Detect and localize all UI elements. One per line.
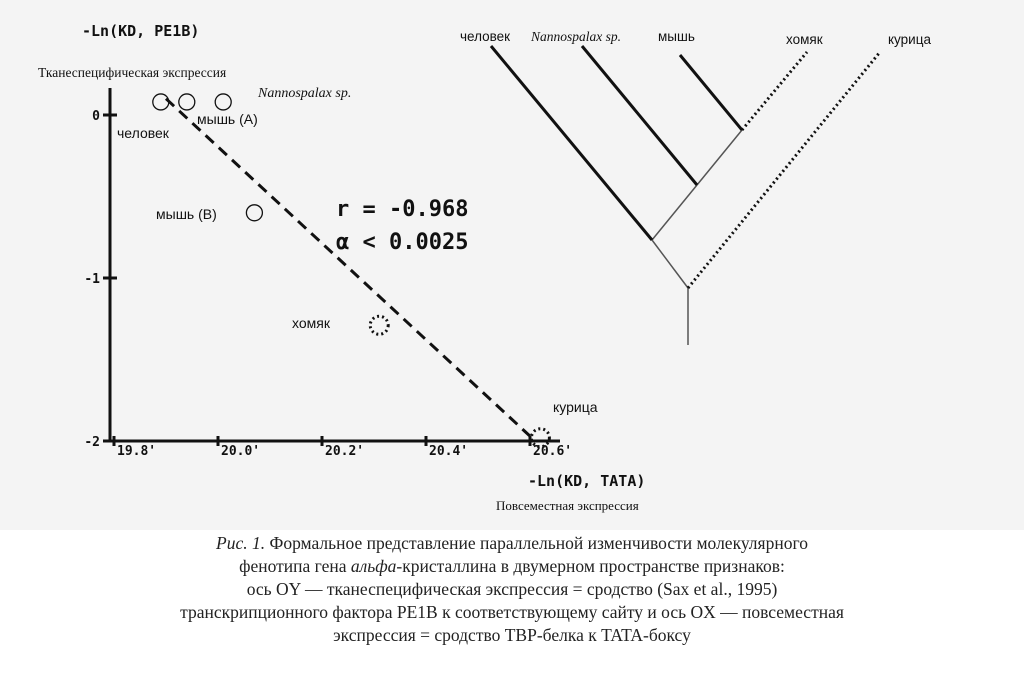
caption-line-2: фенотипа гена альфа-кристаллина в двумер…: [0, 555, 1024, 578]
tree-branch-nannospalax: [580, 45, 699, 186]
caption-line-2a: фенотипа гена: [239, 556, 351, 576]
data-point: [214, 93, 232, 111]
x-tick-label: 20.4': [429, 444, 468, 459]
caption-fig-number: Рис. 1.: [216, 533, 266, 553]
data-point: [178, 93, 196, 111]
tree-branch-human: [489, 45, 654, 241]
x-axis-subtitle: Повсеместная экспрессия: [496, 498, 639, 513]
tree-label-nannospalax: Nannospalax sp.: [530, 29, 621, 44]
y-axis-subtitle: Тканеспецифическая экспрессия: [38, 65, 226, 80]
data-point: [529, 427, 551, 449]
tree-label-khomyak: хомяк: [786, 32, 823, 47]
x-tick-label: 19.8': [117, 444, 156, 459]
y-tick-label: -2: [84, 435, 100, 450]
x-axis-title: -Ln(KD, TATA): [528, 472, 645, 490]
y-axis-title: -Ln(KD, PE1B): [82, 22, 199, 40]
x-tick-label: 20.0': [221, 444, 260, 459]
label-kuritsa: курица: [553, 399, 598, 415]
tree-branch-chicken: [686, 51, 882, 289]
label-mouse-b: мышь (B): [156, 206, 217, 222]
tree-branch-a: [651, 239, 689, 289]
tree-label-kuritsa: курица: [888, 32, 931, 47]
tree-label-chelovek: человек: [460, 29, 510, 44]
label-chelovek: человек: [117, 125, 170, 141]
data-point: [152, 93, 170, 111]
caption-line-3: ось OY — тканеспецифическая экспрессия =…: [246, 579, 778, 599]
label-mouse-a: мышь (A): [197, 111, 258, 127]
caption-line-5: экспрессия = сродство TBP-белка к TATA-б…: [333, 625, 691, 645]
caption-line-4: транскрипционного фактора PE1B к соответ…: [180, 602, 844, 622]
tree-branch-mouse: [678, 54, 744, 131]
data-points: [152, 93, 551, 449]
y-tick-label: -1: [84, 272, 100, 287]
figure-caption: Рис. 1. Формальное представление паралле…: [0, 532, 1024, 647]
data-point: [245, 204, 264, 222]
x-tick-label: 20.2': [325, 444, 364, 459]
regression-line: [164, 97, 532, 438]
y-tick-label: 0: [92, 109, 100, 124]
data-point: [368, 314, 390, 336]
tree-branch-hamster: [740, 51, 809, 131]
axes: [108, 88, 560, 443]
label-nannospalax: Nannospalax sp.: [257, 86, 351, 101]
chart-svg: 19.8' 20.0' 20.2' 20.4' 20.6'0-1-2 -Ln(KD, P…: [38, 22, 931, 513]
tree-branch-c: [696, 129, 743, 186]
tree-branch-b: [651, 184, 698, 241]
phylogenetic-tree: [489, 45, 882, 345]
caption-line-1: Рис. 1. Формальное представление паралле…: [0, 532, 1024, 555]
stat-r: r = -0.968: [336, 197, 468, 222]
caption-line-2b: -кристаллина в двумерном пространстве пр…: [396, 556, 785, 576]
figure-panel: 19.8' 20.0' 20.2' 20.4' 20.6' 0 -1 -2 -Ln(KD, P…: [0, 0, 1024, 530]
caption-line-2-italic: альфа: [350, 556, 397, 576]
stat-alpha: α < 0.0025: [336, 230, 468, 255]
label-khomyak: хомяк: [292, 315, 331, 331]
caption-line-1-text: Формальное представление параллельной из…: [265, 533, 808, 553]
tree-label-mysh: мышь: [658, 29, 695, 44]
axis-ticks: 19.8' 20.0' 20.2' 20.4' 20.6'0-1-2: [84, 109, 572, 459]
